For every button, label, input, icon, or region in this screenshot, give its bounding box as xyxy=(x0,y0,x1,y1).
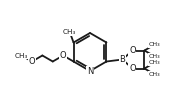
Text: CH₃: CH₃ xyxy=(63,29,76,35)
Text: O: O xyxy=(129,46,136,55)
Text: CH₃: CH₃ xyxy=(15,53,28,58)
Text: O: O xyxy=(129,64,136,73)
Text: CH₃: CH₃ xyxy=(148,72,160,77)
Text: CH₃: CH₃ xyxy=(148,53,160,58)
Text: CH₃: CH₃ xyxy=(148,43,160,48)
Text: O: O xyxy=(60,51,66,60)
Text: O: O xyxy=(29,57,35,66)
Text: N: N xyxy=(87,66,93,76)
Text: CH₃: CH₃ xyxy=(148,61,160,66)
Text: B: B xyxy=(120,55,125,64)
